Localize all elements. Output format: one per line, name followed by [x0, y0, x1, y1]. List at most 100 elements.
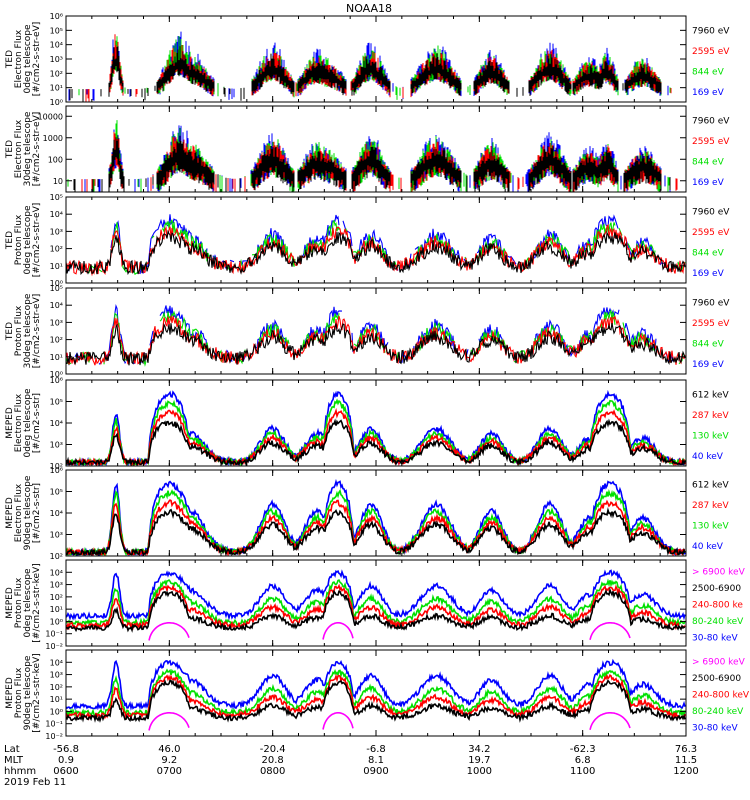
- legend-entry: 240-800 keV: [692, 691, 750, 701]
- series-line: [66, 583, 686, 631]
- legend-entry: 844 eV: [692, 339, 725, 349]
- date-label: 2019 Feb 11: [4, 777, 66, 788]
- x-tick-label-lat: -20.4: [260, 744, 286, 755]
- y-axis-label: 0deg telescope: [23, 388, 33, 458]
- panel-4: 10⁰ 10¹ 10² 10³ 10⁴ 10⁵ TED Proton Flux 30deg te…: [5, 284, 730, 379]
- y-axis-label: TED: [5, 231, 15, 250]
- y-tick-label: 10²: [50, 336, 63, 345]
- panel-1: 10⁰ 10¹ 10² 10³ 10⁴ 10⁵ 10⁶ TED Electron Flux 0de…: [5, 12, 730, 107]
- y-axis-label: [#/cm2-s-str-eV]: [32, 112, 42, 187]
- y-axis-label: MEPED: [5, 677, 15, 709]
- series-4: [66, 418, 686, 466]
- plot-area: [66, 569, 686, 641]
- plot-area: [66, 306, 686, 366]
- y-tick-label: 10³: [50, 55, 63, 64]
- x-tick-label-mlt: 20.8: [262, 755, 284, 766]
- series-4: [66, 679, 686, 723]
- plot-area: [66, 389, 686, 466]
- legend-entry: 240-800 ke: [692, 601, 743, 611]
- y-axis-label: [#/cm2-s-str]: [32, 393, 42, 453]
- x-tick-label-mlt: 6.8: [575, 755, 591, 766]
- y-tick-label: 10⁶: [50, 12, 63, 21]
- y-tick-label: 10⁻¹: [45, 630, 63, 639]
- y-tick-label: 10⁰: [50, 98, 63, 107]
- series-1: [66, 478, 686, 556]
- y-tick-label: 10⁶: [50, 376, 63, 385]
- series-line: [148, 712, 631, 731]
- y-tick-label: 10⁴: [50, 568, 63, 577]
- y-axis-label: 30deg telescope: [23, 293, 33, 368]
- legend-entry: 2595 eV: [692, 319, 730, 329]
- x-tick-label-hhmm: 1100: [570, 766, 595, 777]
- series-4: [66, 322, 686, 366]
- legend-entry: 169 eV: [692, 269, 725, 279]
- chart-title: NOAA18: [346, 2, 392, 15]
- y-tick-label: 10⁴: [50, 658, 63, 667]
- panel-8: 10⁻² 10⁻¹ 10⁰ 10¹ 10² 10³ 10⁴ MEPED Proton Flux 9…: [5, 649, 750, 741]
- legend-entry: 2500-6900: [692, 584, 741, 594]
- y-axis-label: Proton Flux: [14, 305, 24, 356]
- y-tick-label: 10²: [50, 593, 63, 602]
- y-axis-label: Proton Flux: [14, 577, 24, 628]
- series-line: [66, 679, 686, 723]
- y-axis-label: Electron Flux: [14, 393, 24, 452]
- y-axis-label: Electron Flux: [14, 29, 24, 88]
- panel-3: 10⁰ 10¹ 10² 10³ 10⁴ 10⁵ TED Proton Flux 0deg tel…: [5, 193, 730, 288]
- y-tick-label: 10²: [50, 552, 63, 561]
- series-4: [66, 507, 686, 556]
- y-axis-label: Electron Flux: [14, 483, 24, 542]
- legend-entry: > 6900 keV: [692, 568, 746, 578]
- legend-entry: 2595 eV: [692, 228, 730, 238]
- legend-entry: 287 keV: [692, 501, 729, 511]
- x-tick-label-lat: 34.2: [468, 744, 490, 755]
- legend-entry: 130 keV: [692, 431, 729, 441]
- series-line: [66, 407, 686, 466]
- x-tick-label-hhmm: 0800: [260, 766, 285, 777]
- y-axis-label: TED: [5, 140, 15, 159]
- legend-entry: 80-240 keV: [692, 617, 744, 627]
- x-tick-label-hhmm: 0900: [363, 766, 388, 777]
- y-tick-label: 10⁵: [50, 26, 63, 35]
- y-axis-label: 0deg telescope: [23, 205, 33, 275]
- y-axis-label: TED: [5, 322, 15, 341]
- series-line: [66, 322, 686, 366]
- x-tick-label-hhmm: 1000: [467, 766, 492, 777]
- y-tick-label: 10¹: [50, 695, 63, 704]
- legend-entry: 30-80 keV: [692, 724, 738, 734]
- y-axis-label: Electron Flux: [14, 119, 24, 178]
- y-axis-label: Proton Flux: [14, 667, 24, 718]
- legend-entry: 30-80 keV: [692, 634, 738, 644]
- legend-entry: 130 keV: [692, 521, 729, 531]
- y-tick-label: 10¹: [50, 262, 63, 271]
- legend-entry: 844 eV: [692, 248, 725, 258]
- y-tick-label: 10⁵: [50, 284, 63, 293]
- x-row-label: hhmm: [4, 766, 36, 777]
- y-tick-label: 10⁴: [50, 210, 63, 219]
- x-tick-label-mlt: 9.2: [161, 755, 177, 766]
- y-tick-label: 10⁻²: [45, 642, 63, 651]
- y-axis-label: [#/cm2-s-str-eV]: [32, 22, 42, 97]
- y-axis-label: 0deg telescope: [23, 568, 33, 638]
- legend-entry: 844 eV: [692, 157, 725, 167]
- y-axis-label: 30deg telescope: [23, 111, 33, 186]
- y-tick-label: 10²: [50, 245, 63, 254]
- x-tick-label-hhmm: 0600: [53, 766, 78, 777]
- series-line: [66, 578, 686, 628]
- legend-entry: 40 keV: [692, 452, 724, 462]
- y-axis-label: [#/cm2-s-str-eV]: [32, 203, 42, 278]
- x-tick-label-lat: -56.8: [53, 744, 79, 755]
- x-tick-label-mlt: 8.1: [368, 755, 384, 766]
- series-2: [66, 488, 686, 556]
- legend-entry: 844 eV: [692, 67, 725, 77]
- y-axis-label: [#/cm2-s-str]: [32, 483, 42, 543]
- x-tick-label-hhmm: 0700: [157, 766, 182, 777]
- series-3: [66, 407, 686, 466]
- y-tick-label: 10⁵: [50, 193, 63, 202]
- y-axis-label: MEPED: [5, 497, 15, 529]
- x-tick-label-mlt: 19.7: [468, 755, 490, 766]
- x-tick-label-lat: 46.0: [158, 744, 180, 755]
- plot-area: [66, 478, 686, 556]
- x-row-label: Lat: [4, 744, 20, 755]
- series-line: [66, 418, 686, 466]
